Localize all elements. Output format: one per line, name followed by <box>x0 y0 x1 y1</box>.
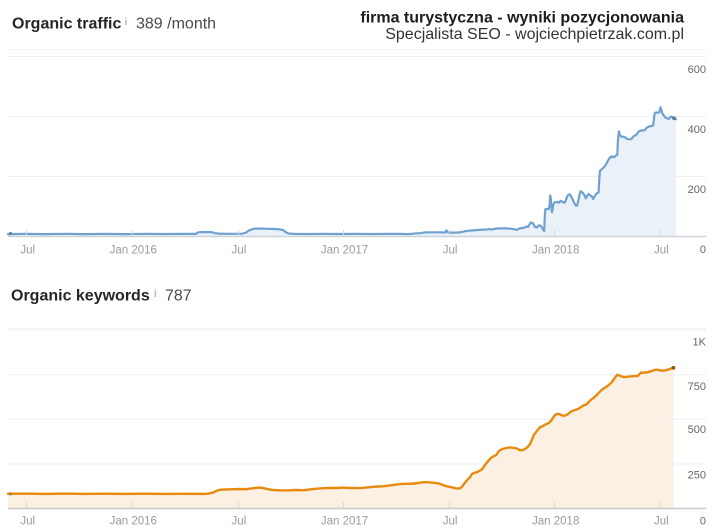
svg-text:389 /month: 389 /month <box>136 16 216 33</box>
svg-text:Jan 2018: Jan 2018 <box>532 245 579 257</box>
svg-text:1K: 1K <box>693 337 707 349</box>
svg-text:Jul: Jul <box>232 516 247 528</box>
svg-text:i: i <box>125 17 128 28</box>
svg-text:Jan 2018: Jan 2018 <box>532 516 579 528</box>
svg-text:i: i <box>154 289 157 300</box>
svg-text:Jul: Jul <box>20 516 35 528</box>
svg-text:600: 600 <box>688 64 706 76</box>
svg-text:Organic traffic: Organic traffic <box>12 16 121 33</box>
svg-text:firma turystyczna - wyniki poz: firma turystyczna - wyniki pozycjonowani… <box>360 10 684 27</box>
svg-text:Jul: Jul <box>443 516 458 528</box>
svg-text:787: 787 <box>165 288 192 305</box>
svg-text:Organic keywords: Organic keywords <box>11 288 150 305</box>
svg-text:Jan 2016: Jan 2016 <box>110 516 157 528</box>
svg-text:200: 200 <box>688 184 706 196</box>
svg-text:Jan 2017: Jan 2017 <box>321 245 368 257</box>
svg-text:Jan 2016: Jan 2016 <box>110 245 157 257</box>
svg-text:Jul: Jul <box>232 245 247 257</box>
svg-text:500: 500 <box>688 424 706 436</box>
svg-text:400: 400 <box>688 124 706 136</box>
svg-text:0: 0 <box>700 516 706 528</box>
svg-text:Jul: Jul <box>654 516 669 528</box>
svg-text:Jul: Jul <box>443 245 458 257</box>
svg-text:Jul: Jul <box>20 245 35 257</box>
svg-text:Jul: Jul <box>654 245 669 257</box>
svg-text:250: 250 <box>688 469 706 481</box>
svg-text:Specjalista SEO - wojciechpiet: Specjalista SEO - wojciechpietrzak.com.p… <box>385 26 684 43</box>
svg-text:Jan 2017: Jan 2017 <box>321 516 368 528</box>
svg-text:750: 750 <box>688 381 706 393</box>
svg-text:0: 0 <box>700 244 706 256</box>
